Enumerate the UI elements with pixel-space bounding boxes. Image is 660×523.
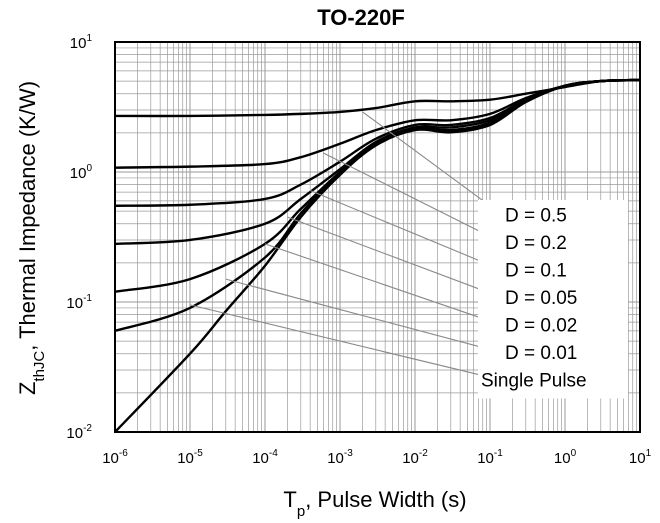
legend: D = 0.5 D = 0.2 D = 0.1 D = 0.05 D = 0.02 D =… xyxy=(481,205,587,391)
y-axis-label: ZthJC, Thermal Impedance (K/W) xyxy=(15,81,48,395)
x-tick-label: 10-3 xyxy=(327,448,353,467)
legend-entry: D = 0.2 xyxy=(505,233,567,254)
legend-box xyxy=(478,200,628,399)
x-axis-label-rest: , Pulse Width (s) xyxy=(305,487,466,512)
series-line-6 xyxy=(114,78,641,433)
x-tick-label: 101 xyxy=(629,448,652,467)
legend-pointers xyxy=(189,111,504,381)
y-tick-label: 10-2 xyxy=(66,423,92,442)
x-tick-label: 10-4 xyxy=(252,448,278,467)
legend-entry: D = 0.01 xyxy=(505,343,577,364)
legend-pointer-line xyxy=(189,304,504,381)
y-tick-label: 10-1 xyxy=(66,293,92,312)
x-tick-label: 10-6 xyxy=(102,448,128,467)
x-tick-label: 10-5 xyxy=(177,448,203,467)
x-tick-label: 10-1 xyxy=(477,448,503,467)
legend-entry: Single Pulse xyxy=(481,370,587,391)
y-axis-label-main: Z xyxy=(15,382,40,395)
y-axis-ticks: 10-2 10-1 100 101 xyxy=(66,33,92,442)
legend-entry: D = 0.02 xyxy=(505,315,577,336)
x-tick-label: 10-2 xyxy=(402,448,428,467)
legend-pointer-line xyxy=(362,111,504,216)
legend-pointer-line xyxy=(287,216,504,299)
series-layer xyxy=(114,78,641,433)
grid xyxy=(114,42,640,433)
legend-entry: D = 0.05 xyxy=(505,288,577,309)
y-axis-label-sub: thJC xyxy=(31,351,48,382)
chart-title: TO-220F xyxy=(317,5,405,30)
x-tick-label: 100 xyxy=(554,448,577,467)
x-axis-label-main: T xyxy=(283,487,296,512)
plot-frame xyxy=(114,41,641,433)
legend-pointer-line xyxy=(264,243,504,326)
legend-entry: D = 0.1 xyxy=(505,260,567,281)
x-axis-label: Tp, Pulse Width (s) xyxy=(283,487,466,520)
x-axis-label-sub: p xyxy=(297,503,305,520)
y-tick-label: 100 xyxy=(70,163,93,182)
legend-pointer-line xyxy=(309,190,504,271)
y-axis-label-rest: , Thermal Impedance (K/W) xyxy=(15,81,40,351)
x-axis-ticks: 10-6 10-5 10-4 10-3 10-2 10-1 100 101 xyxy=(102,448,651,467)
legend-entry: D = 0.5 xyxy=(505,205,567,226)
legend-pointer-line xyxy=(225,278,504,354)
y-tick-label: 101 xyxy=(70,33,93,52)
legend-pointer-line xyxy=(323,152,504,244)
